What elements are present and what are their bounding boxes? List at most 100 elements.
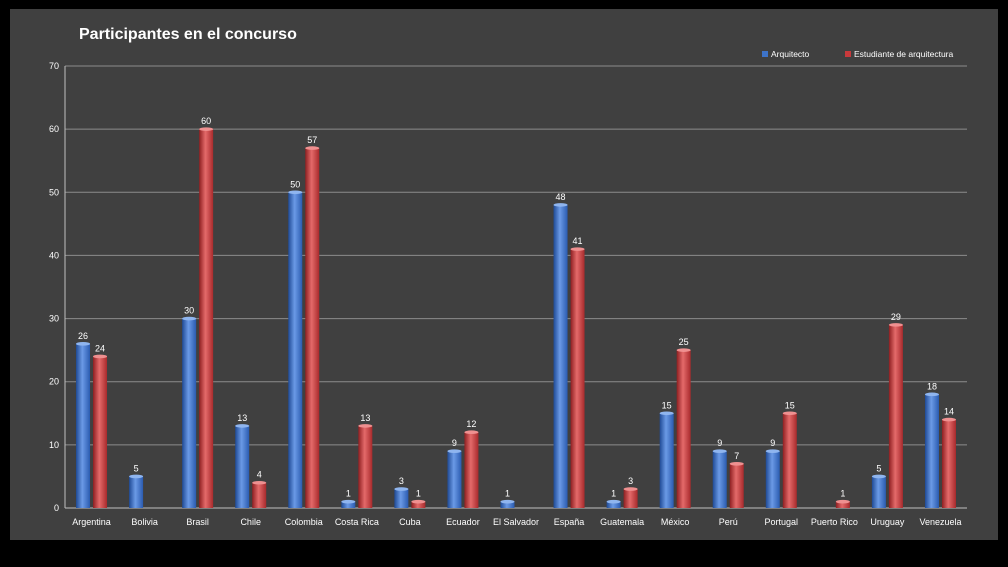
bar-top-cap [835,499,850,504]
bar-top-cap [888,323,903,327]
bar-top-cap [924,392,939,397]
bar-estudiante [941,419,956,508]
data-label: 14 [944,407,954,417]
data-label: 41 [573,236,583,246]
data-label: 48 [556,192,566,202]
bar-top-cap [288,190,303,195]
bar-top-cap [676,348,691,352]
bar-arquitecto [553,204,568,508]
data-label: 5 [876,463,881,473]
bar-estudiante [782,413,797,508]
bar-top-cap [394,487,409,491]
bar-arquitecto [765,451,780,508]
x-tick-label: Guatemala [600,517,644,527]
data-label: 15 [785,400,795,410]
legend-swatch-estudiante [845,51,851,57]
legend-label-estudiante: Estudiante de arquitectura [854,49,954,59]
y-tick-label: 30 [49,314,59,324]
legend-item-estudiante: Estudiante de arquitectura [845,49,953,59]
bar-estudiante [729,463,744,508]
bar-arquitecto [871,476,886,508]
data-label: 1 [346,489,351,499]
data-label: 3 [628,476,633,486]
bar-top-cap [570,247,585,251]
bar-estudiante [411,501,426,508]
bar-top-cap [447,449,462,453]
x-tick-label: Brasil [186,517,209,527]
bar-arquitecto [500,501,515,508]
bar-estudiante [623,489,638,508]
y-tick-label: 60 [49,124,59,134]
x-tick-label: Argentina [72,517,111,527]
data-label: 60 [201,116,211,126]
chart-area [10,9,998,540]
bar-estudiante [358,425,373,508]
bar-estudiante [570,249,585,508]
x-tick-label: El Salvador [493,517,539,527]
y-tick-label: 50 [49,187,59,197]
bar-top-cap [341,499,356,504]
data-label: 30 [184,306,194,316]
bar-top-cap [871,474,886,479]
bar-top-cap [93,354,108,359]
bar-estudiante [676,350,691,508]
bar-top-cap [129,474,144,479]
bar-top-cap [305,146,320,150]
bar-arquitecto [129,476,144,508]
bar-arquitecto [712,451,727,508]
x-tick-label: España [554,517,585,527]
bar-estudiante [252,482,267,508]
bar-arquitecto [394,489,409,508]
data-label: 9 [452,438,457,448]
bar-top-cap [765,449,780,453]
bar-arquitecto [288,192,303,509]
x-tick-label: Uruguay [870,517,905,527]
bar-estudiante [888,324,903,508]
legend-swatch-arquitecto [762,51,768,57]
x-tick-label: México [661,517,690,527]
data-label: 9 [717,438,722,448]
y-tick-label: 0 [54,503,59,513]
x-tick-label: Ecuador [446,517,480,527]
x-tick-label: Costa Rica [335,517,379,527]
bar-arquitecto [341,501,356,508]
x-tick-label: Perú [719,517,738,527]
bar-arquitecto [924,394,939,508]
data-label: 1 [611,489,616,499]
data-label: 9 [770,438,775,448]
bar-top-cap [358,424,373,428]
data-label: 50 [290,179,300,189]
bar-estudiante [93,356,108,508]
data-label: 29 [891,312,901,322]
y-tick-label: 70 [49,61,59,71]
x-tick-label: Colombia [285,517,323,527]
bar-arquitecto [606,501,621,508]
bar-top-cap [235,424,250,428]
bar-top-cap [464,430,479,435]
data-label: 15 [662,400,672,410]
y-tick-label: 40 [49,250,59,260]
y-tick-label: 10 [49,440,59,450]
data-label: 13 [237,413,247,423]
bar-top-cap [182,316,197,321]
bar-estudiante [305,148,320,509]
bar-top-cap [729,462,744,466]
x-tick-label: Portugal [765,517,799,527]
data-label: 57 [307,135,317,145]
bar-top-cap [941,417,956,422]
bar-top-cap [659,411,674,416]
data-label: 4 [257,470,262,480]
bar-arquitecto [447,451,462,508]
bar-top-cap [76,342,91,346]
bar-arquitecto [76,343,91,508]
bar-estudiante [835,501,850,508]
bar-top-cap [606,499,621,504]
bar-estudiante [199,129,214,508]
data-label: 1 [840,489,845,499]
bar-top-cap [712,449,727,453]
bar-arquitecto [659,413,674,508]
bar-arquitecto [235,425,250,508]
legend-label-arquitecto: Arquitecto [771,49,810,59]
data-label: 12 [466,419,476,429]
